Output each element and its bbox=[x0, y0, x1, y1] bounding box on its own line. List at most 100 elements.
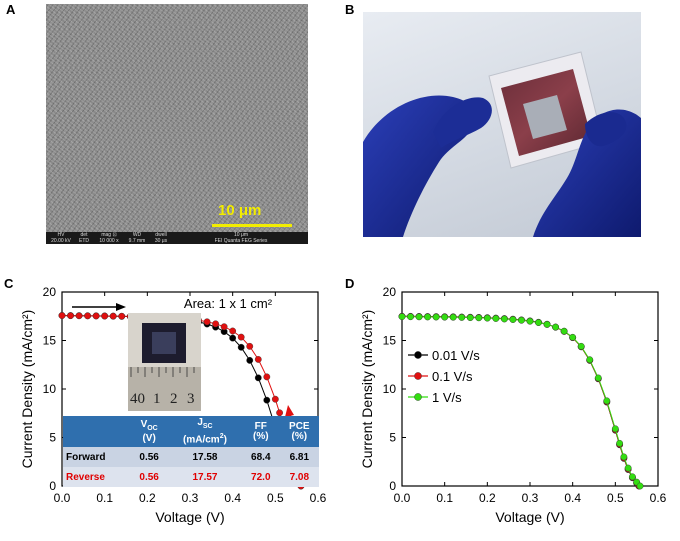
series-0-point bbox=[229, 334, 237, 342]
x-tick-label: 0.3 bbox=[182, 491, 199, 505]
cell-voc: 0.56 bbox=[130, 467, 168, 488]
series-2-point bbox=[475, 314, 483, 322]
x-tick-label: 0.3 bbox=[522, 491, 539, 505]
series-2-point bbox=[569, 333, 577, 341]
reverse-scan-arrow-head bbox=[285, 405, 294, 417]
sem-info-mag-val: 10 000 x bbox=[99, 238, 119, 244]
y-axis-title: Current Density (mA/cm²) bbox=[19, 310, 35, 469]
series-0-point bbox=[254, 374, 262, 382]
inset-ruler-label-1: 1 bbox=[153, 391, 161, 407]
series-2-point bbox=[424, 313, 432, 321]
panel-label-c: C bbox=[4, 276, 14, 291]
series-1-point bbox=[271, 395, 279, 403]
x-tick-label: 0.5 bbox=[267, 491, 284, 505]
table-header-blank bbox=[63, 416, 131, 448]
x-tick-label: 0.4 bbox=[224, 491, 241, 505]
area-annotation: Area: 1 x 1 cm² bbox=[184, 296, 273, 311]
series-2-point bbox=[500, 315, 508, 323]
sem-info-mag-key: mag ⊡ bbox=[101, 232, 117, 238]
sem-info-hv: HV 20.00 kV bbox=[48, 232, 74, 244]
series-2-point bbox=[458, 314, 466, 321]
x-tick-label: 0.6 bbox=[650, 491, 667, 505]
legend-label-1: 0.1 V/s bbox=[432, 369, 473, 384]
sem-info-det: det ETD bbox=[76, 232, 92, 244]
table-row: Forward 0.56 17.58 68.4 6.81 bbox=[63, 447, 319, 468]
series-1-point bbox=[92, 312, 100, 320]
y-tick-label: 0 bbox=[49, 479, 56, 493]
series-2-point bbox=[432, 313, 440, 321]
table-header-voc: VOC (V) bbox=[130, 416, 168, 448]
x-tick-label: 0.1 bbox=[96, 491, 113, 505]
series-2-point bbox=[624, 464, 632, 472]
device-inset-photo: 40 1 2 3 bbox=[128, 313, 201, 411]
chart-c-annotations: Area: 1 x 1 cm² bbox=[72, 296, 301, 467]
series-2-point bbox=[518, 316, 525, 324]
x-axis-title: Voltage (V) bbox=[155, 509, 224, 525]
table-header-pce: PCE (%) bbox=[279, 416, 319, 448]
table-row: Reverse 0.56 17.57 72.0 7.08 bbox=[63, 467, 319, 488]
series-2-point bbox=[560, 327, 568, 335]
x-tick-label: 0.5 bbox=[607, 491, 624, 505]
series-1-point bbox=[220, 323, 228, 331]
legend-label-0: 0.01 V/s bbox=[432, 348, 480, 363]
x-tick-label: 0.4 bbox=[564, 491, 581, 505]
sem-info-wd-key: WD bbox=[132, 232, 142, 238]
sem-info-bar: HV 20.00 kV det ETD mag ⊡ 10 000 x WD 9.7 mm… bbox=[46, 232, 308, 244]
series-2-point bbox=[466, 314, 474, 322]
series-2-point bbox=[594, 374, 602, 382]
series-0-point bbox=[263, 396, 271, 404]
series-2-point bbox=[483, 314, 491, 322]
sem-info-hv-key: HV bbox=[57, 232, 65, 238]
series-1-point bbox=[84, 312, 92, 320]
sem-info-wd-val: 9.7 mm bbox=[128, 238, 146, 244]
series-1-point bbox=[246, 342, 254, 350]
series-2-point bbox=[603, 397, 611, 405]
y-tick-label: 15 bbox=[383, 334, 397, 348]
legend-marker-1 bbox=[414, 372, 422, 380]
series-2-point bbox=[415, 313, 423, 321]
series-2-point bbox=[620, 453, 628, 461]
device-photo bbox=[363, 12, 641, 237]
y-tick-label: 15 bbox=[43, 334, 57, 348]
series-1-point bbox=[118, 312, 126, 320]
glove-left-finger bbox=[433, 97, 492, 148]
chart-d-legend: 0.01 V/s 0.1 V/s 1 V/s bbox=[408, 348, 480, 405]
series-2-point bbox=[526, 317, 534, 325]
x-tick-label: 0.1 bbox=[436, 491, 453, 505]
cell-ff: 72.0 bbox=[241, 467, 280, 488]
series-2-point bbox=[441, 313, 449, 321]
series-1-point bbox=[254, 356, 262, 363]
legend-marker-2 bbox=[414, 393, 422, 401]
series-2-point bbox=[407, 313, 414, 321]
panel-label-a: A bbox=[6, 2, 16, 17]
sem-micrograph: 10 μm HV 20.00 kV det ETD mag ⊡ 10 000 x WD… bbox=[46, 4, 308, 244]
x-tick-label: 0.2 bbox=[139, 491, 156, 505]
series-2-point bbox=[449, 313, 457, 321]
sem-info-wd: WD 9.7 mm bbox=[126, 232, 148, 244]
series-2-point bbox=[616, 439, 623, 447]
series-1-point bbox=[58, 312, 66, 319]
row-label-reverse: Reverse bbox=[63, 467, 131, 488]
y-tick-label: 10 bbox=[43, 382, 57, 396]
cell-ff: 68.4 bbox=[241, 447, 280, 468]
sem-info-instrument-val: FEI Quanta FEG Series bbox=[214, 238, 268, 244]
scale-bar-line bbox=[212, 224, 292, 227]
series-2-point bbox=[492, 315, 500, 322]
cell-pce: 7.08 bbox=[279, 467, 319, 488]
legend-marker-0 bbox=[414, 351, 422, 359]
x-tick-label: 0.6 bbox=[310, 491, 327, 505]
forward-scan-arrow-head bbox=[116, 303, 126, 311]
chart-c-axes: 0.0 0.1 0.2 0.3 0.4 0.5 0.6 0 5 10 15 20 Voltage (V)… bbox=[19, 285, 327, 525]
panel-label-d: D bbox=[345, 276, 355, 291]
x-tick-label: 0.0 bbox=[394, 491, 411, 505]
scale-bar-label: 10 μm bbox=[218, 202, 262, 219]
y-tick-label: 0 bbox=[389, 479, 396, 493]
series-1-point bbox=[229, 327, 237, 335]
series-1-point bbox=[109, 312, 117, 320]
sem-info-instrument: 10 μm FEI Quanta FEG Series bbox=[176, 232, 306, 244]
y-tick-label: 20 bbox=[383, 285, 397, 299]
series-2-point bbox=[535, 319, 542, 326]
y-tick-label: 10 bbox=[383, 382, 397, 396]
series-2-point bbox=[398, 313, 406, 321]
series-1-point bbox=[203, 318, 211, 326]
